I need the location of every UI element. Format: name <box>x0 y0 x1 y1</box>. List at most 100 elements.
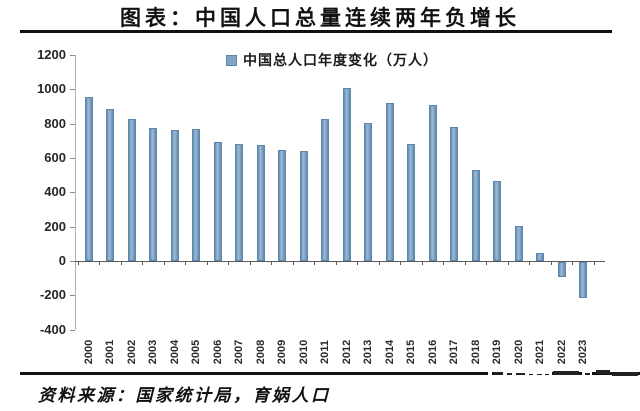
x-axis-label-2017: 2017 <box>448 339 460 365</box>
x-axis-tick <box>529 262 530 265</box>
x-axis-tick <box>78 262 79 265</box>
x-axis-label-2023: 2023 <box>577 339 589 365</box>
x-axis-tick <box>336 262 337 265</box>
x-axis-tick <box>508 262 509 265</box>
x-axis-tick <box>142 262 143 265</box>
x-axis-tick <box>250 262 251 265</box>
bar-2002 <box>128 119 136 261</box>
x-axis-label-2020: 2020 <box>513 339 525 365</box>
bar-2005 <box>192 129 200 261</box>
x-axis-line <box>75 261 605 262</box>
y-axis-tick <box>70 55 75 56</box>
y-axis-line <box>75 55 76 330</box>
y-axis-tick <box>70 124 75 125</box>
bar-2011 <box>321 119 329 261</box>
bar-2007 <box>235 144 243 261</box>
x-axis-label-2007: 2007 <box>233 339 245 365</box>
bar-2016 <box>429 105 437 261</box>
x-axis-label-2014: 2014 <box>384 339 396 365</box>
bar-2000 <box>85 97 93 261</box>
bar-2015 <box>407 144 415 261</box>
y-axis-tick <box>70 158 75 159</box>
x-axis-tick <box>572 262 573 265</box>
y-axis-tick-label: 200 <box>44 218 66 234</box>
bar-2006 <box>214 142 222 261</box>
bar-2004 <box>171 130 179 261</box>
y-axis-tick-label: 600 <box>44 150 66 165</box>
bar-2017 <box>450 127 458 261</box>
x-axis-tick <box>293 262 294 265</box>
bar-2008 <box>257 145 265 261</box>
x-axis-tick <box>379 262 380 265</box>
x-axis-tick <box>271 262 272 265</box>
x-axis-label-2016: 2016 <box>427 339 439 365</box>
y-axis-tick <box>70 192 75 193</box>
x-axis-tick <box>185 262 186 265</box>
x-axis-label-2009: 2009 <box>276 339 288 365</box>
legend-swatch-icon <box>226 54 237 66</box>
bottom-divider <box>20 372 640 375</box>
x-axis-label-2005: 2005 <box>190 339 202 365</box>
x-axis-label-2002: 2002 <box>126 339 138 365</box>
chart-title: 图表：中国人口总量连续两年负增长 <box>120 6 520 30</box>
bar-2010 <box>300 151 308 261</box>
x-axis-tick <box>551 262 552 265</box>
y-axis-tick <box>70 227 75 228</box>
bar-2001 <box>106 109 114 261</box>
x-axis-label-2010: 2010 <box>298 339 310 365</box>
x-axis-label-2015: 2015 <box>405 339 417 365</box>
x-axis-tick <box>228 262 229 265</box>
x-axis-tick <box>207 262 208 265</box>
bar-2018 <box>472 170 480 261</box>
y-axis-tick-label: -400 <box>39 321 66 337</box>
source-note: 资料来源：国家统计局，育娲人口 <box>38 386 331 405</box>
bar-2023 <box>579 262 587 298</box>
bar-2020 <box>515 226 523 261</box>
bar-2014 <box>386 103 394 261</box>
x-axis-label-2000: 2000 <box>83 339 95 365</box>
y-axis-tick-label: 0 <box>58 253 66 268</box>
x-axis-tick <box>314 262 315 265</box>
x-axis-tick <box>594 262 595 265</box>
bar-2009 <box>278 150 286 261</box>
x-axis-label-2022: 2022 <box>556 339 568 365</box>
y-axis-tick <box>70 295 75 296</box>
bar-2003 <box>149 128 157 261</box>
y-axis-tick-label: -200 <box>39 287 66 303</box>
bar-2022 <box>558 262 566 277</box>
x-axis-label-2008: 2008 <box>255 339 267 365</box>
x-axis-tick <box>400 262 401 265</box>
y-axis-tick-label: 800 <box>44 115 66 131</box>
legend: 中国总人口年度变化（万人） <box>226 50 438 70</box>
x-axis-tick <box>443 262 444 265</box>
y-axis-tick-label: 1000 <box>37 81 66 97</box>
title-divider <box>20 30 612 33</box>
x-axis-label-2018: 2018 <box>470 339 482 365</box>
x-axis-label-2004: 2004 <box>169 339 181 365</box>
x-axis-tick <box>422 262 423 265</box>
x-axis-tick <box>121 262 122 265</box>
x-axis-label-2019: 2019 <box>491 339 503 365</box>
y-axis-tick <box>70 89 75 90</box>
x-axis-tick <box>486 262 487 265</box>
y-axis-tick-label: 400 <box>44 184 66 200</box>
bar-2019 <box>493 181 501 261</box>
x-axis-label-2001: 2001 <box>104 339 116 365</box>
x-axis-tick <box>99 262 100 265</box>
x-axis-tick <box>465 262 466 265</box>
x-axis-tick <box>357 262 358 265</box>
x-axis-label-2012: 2012 <box>341 339 353 365</box>
y-axis-tick <box>70 261 75 262</box>
x-axis-tick <box>164 262 165 265</box>
y-axis-tick <box>70 330 75 331</box>
x-axis-label-2006: 2006 <box>212 339 224 365</box>
y-axis-tick-label: 1200 <box>37 47 66 62</box>
bar-2013 <box>364 123 372 261</box>
bar-2021 <box>536 253 544 261</box>
x-axis-label-2021: 2021 <box>534 339 546 365</box>
legend-label: 中国总人口年度变化（万人） <box>243 52 438 68</box>
x-axis-label-2003: 2003 <box>147 339 159 365</box>
x-axis-label-2011: 2011 <box>319 340 331 364</box>
